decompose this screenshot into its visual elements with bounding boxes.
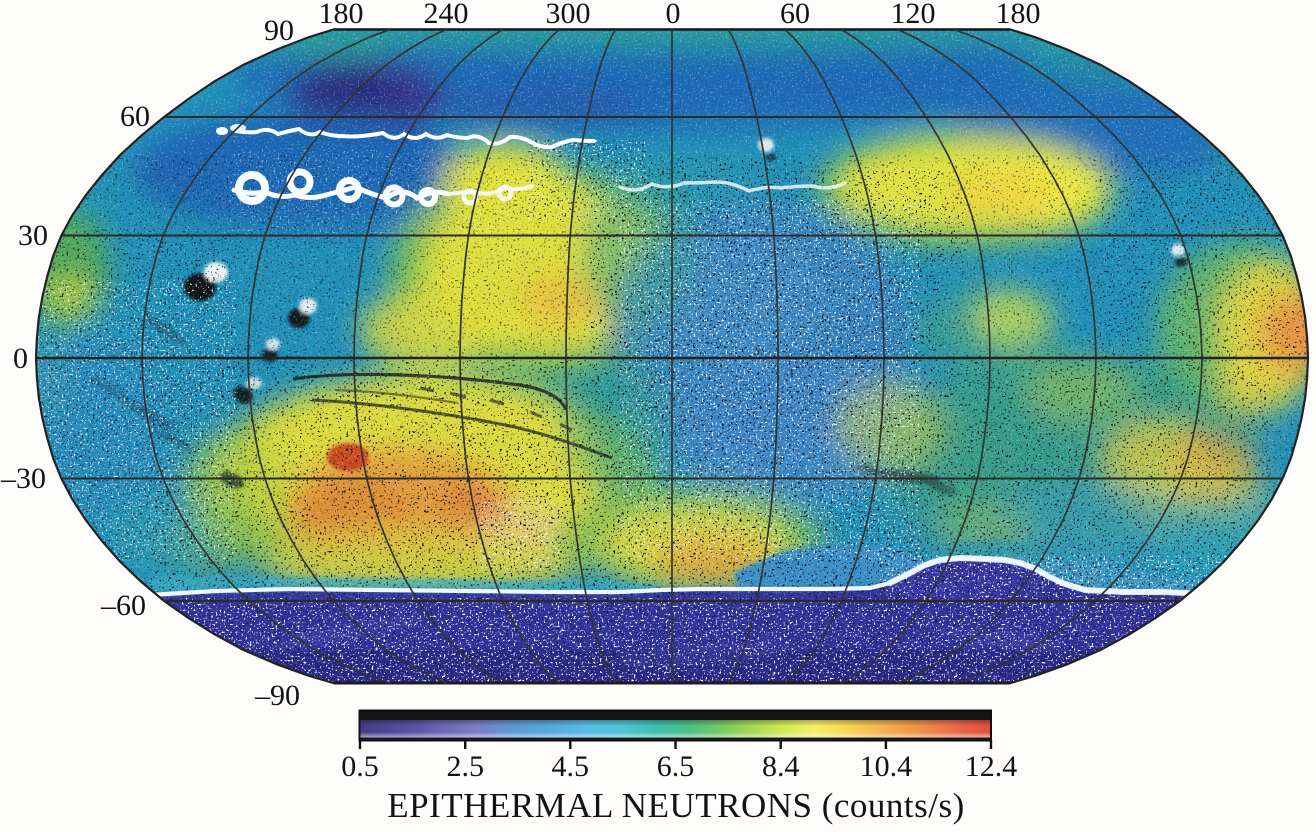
svg-text:180: 180 [996,0,1041,30]
svg-text:–90: –90 [254,679,300,712]
svg-text:–30: –30 [0,462,46,495]
svg-text:10.4: 10.4 [860,750,913,783]
svg-text:EPITHERMAL NEUTRONS (counts/s): EPITHERMAL NEUTRONS (counts/s) [387,786,965,825]
svg-text:60: 60 [120,100,150,133]
svg-text:300: 300 [546,0,591,30]
svg-text:240: 240 [424,0,469,30]
svg-text:0.5: 0.5 [341,750,379,783]
svg-text:2.5: 2.5 [446,750,484,783]
svg-text:30: 30 [18,219,48,252]
svg-text:90: 90 [264,14,294,47]
svg-text:–60: –60 [100,589,146,622]
svg-text:6.5: 6.5 [657,750,695,783]
svg-text:180: 180 [319,0,364,30]
svg-text:4.5: 4.5 [552,750,590,783]
svg-text:8.4: 8.4 [762,750,800,783]
svg-text:12.4: 12.4 [965,750,1018,783]
svg-text:0: 0 [13,342,28,375]
svg-text:120: 120 [891,0,936,30]
svg-text:0: 0 [666,0,681,30]
svg-text:60: 60 [780,0,810,30]
